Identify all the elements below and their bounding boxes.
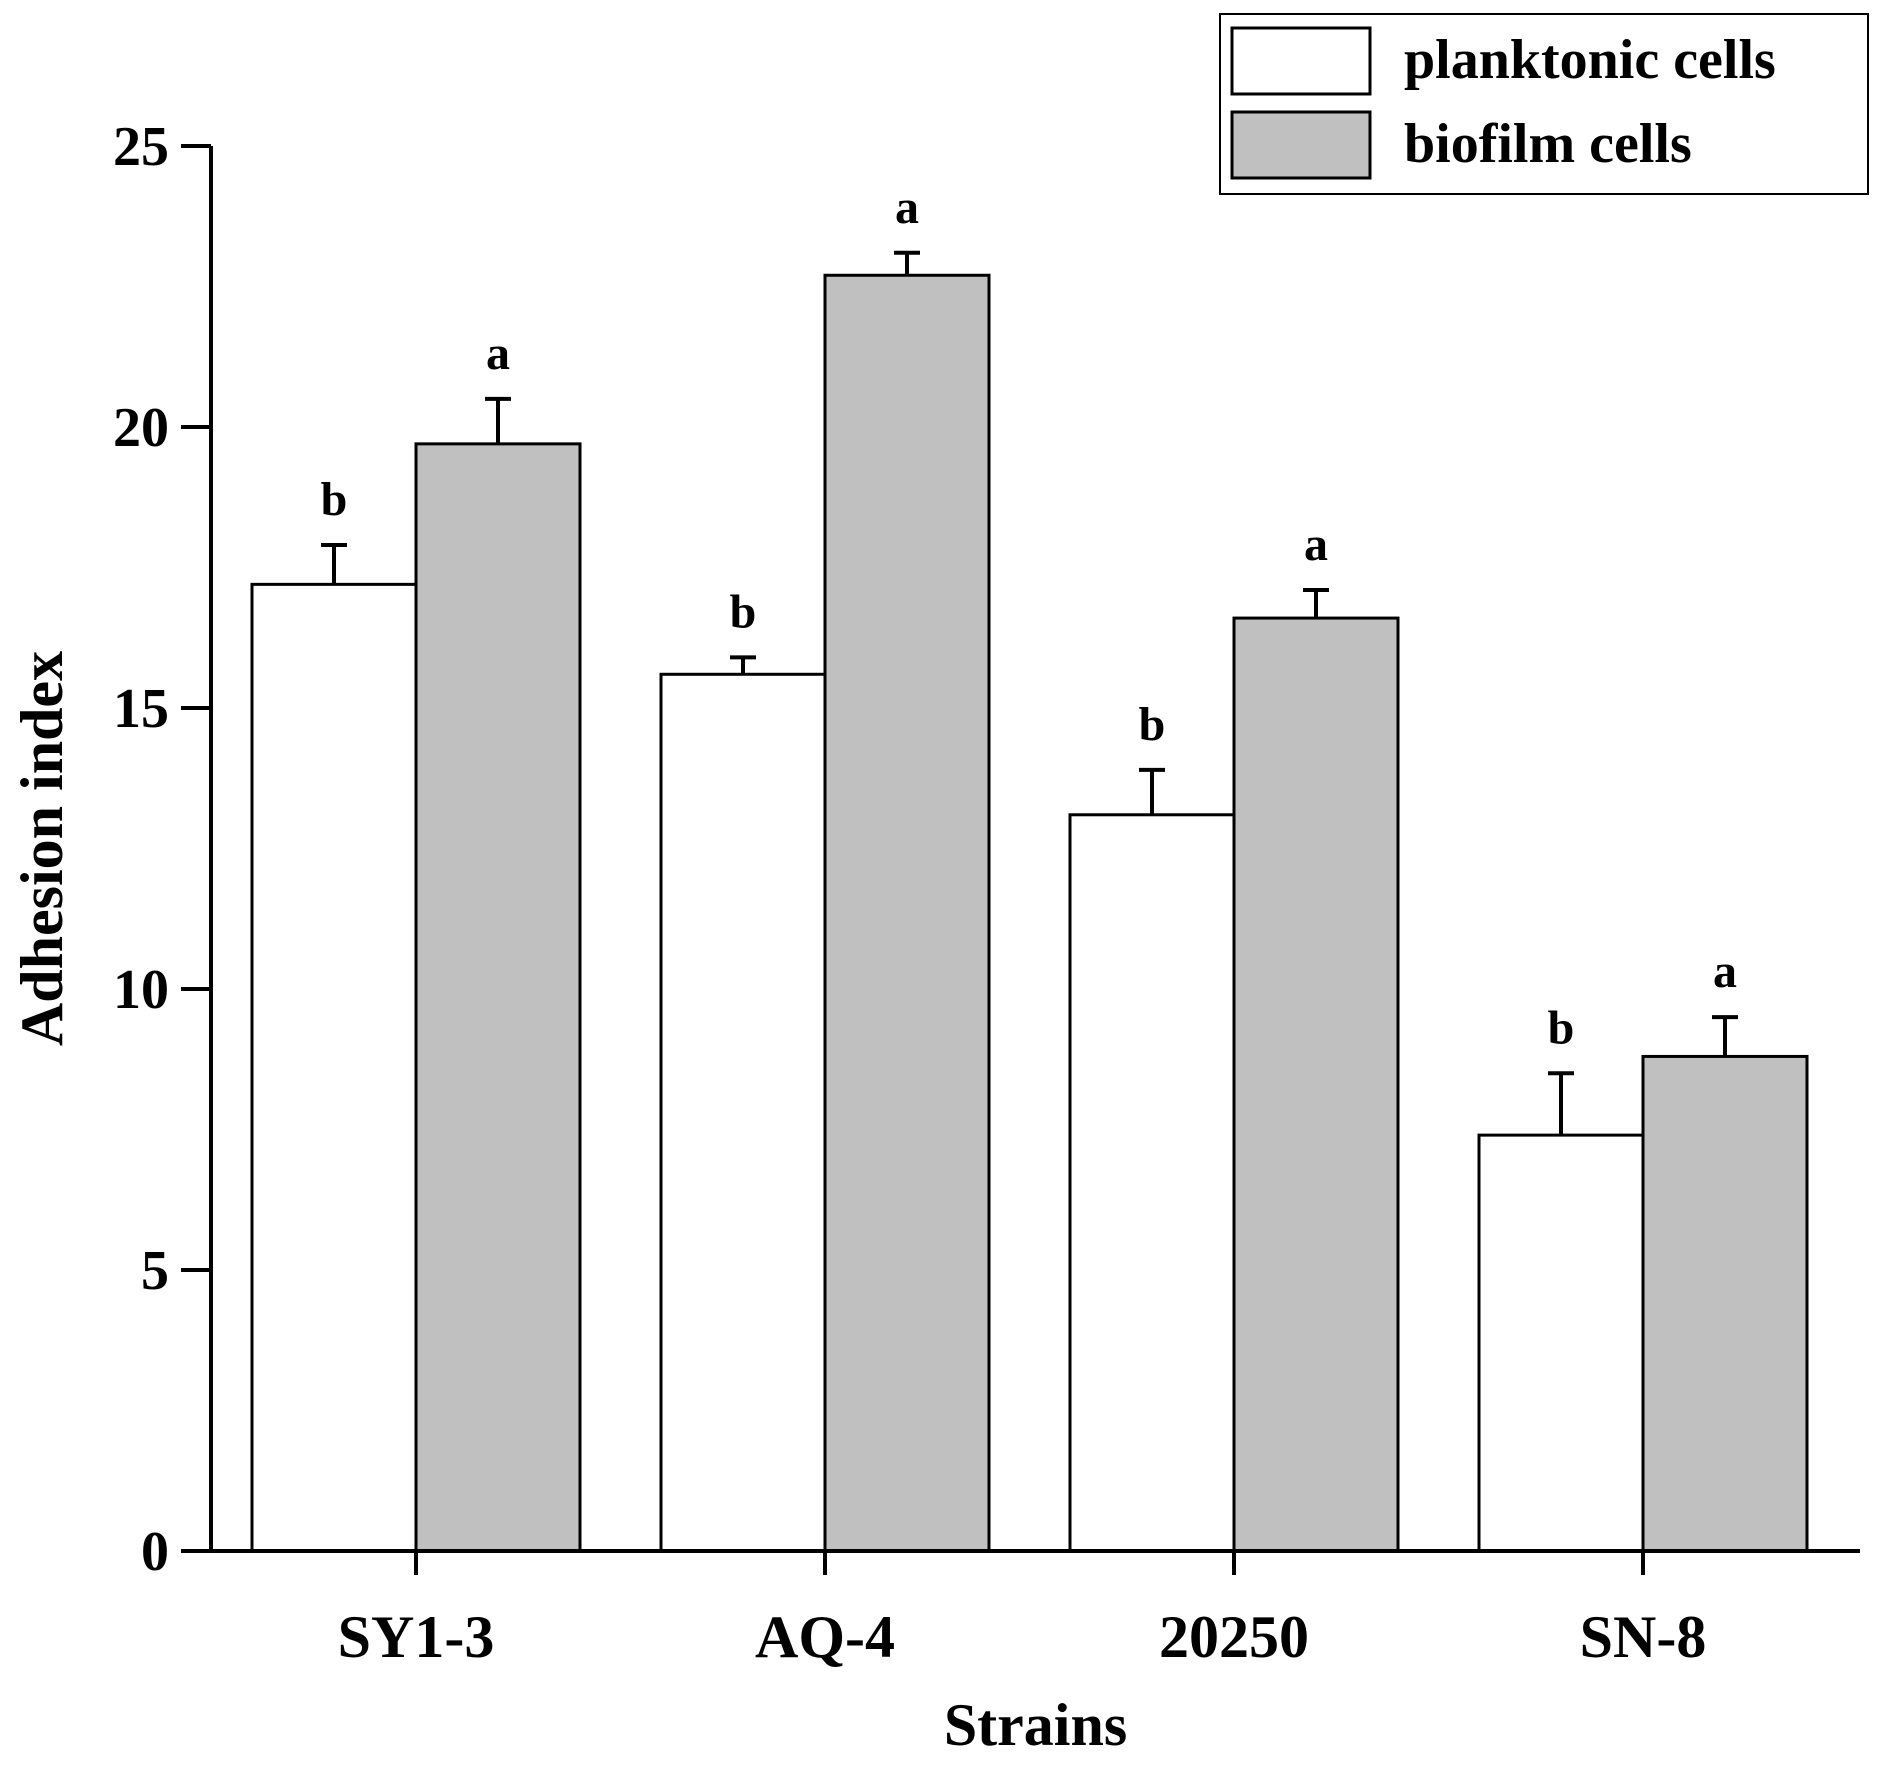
legend: planktonic cells biofilm cells [1219,13,1869,195]
y-axis-title: Adhesion index [9,651,75,1046]
x-tick-label-20250: 20250 [1159,1604,1309,1670]
bar-sn-8-planktonic-cells [1477,1133,1645,1553]
significance-label-sn-8-planktonic-cells: b [1548,1001,1575,1054]
x-tick-label-sy1-3: SY1-3 [338,1604,495,1670]
bar-sy1-3-biofilm-cells [414,442,582,1553]
y-tick-label-20: 20 [113,397,169,459]
significance-label-sn-8-biofilm-cells: a [1713,945,1737,998]
significance-label-sy1-3-planktonic-cells: b [321,473,348,526]
legend-label-biofilm-cells: biofilm cells [1404,113,1692,175]
bars-layer [250,273,1809,1553]
significance-label-aq-4-planktonic-cells: b [730,585,757,638]
axes-layer [209,146,1860,1553]
significance-label-20250-biofilm-cells: a [1304,518,1328,571]
significance-label-aq-4-biofilm-cells: a [895,181,919,234]
y-tick-label-15: 15 [113,678,169,740]
legend-label-planktonic-cells: planktonic cells [1404,29,1776,91]
ticks-layer: 0 5 10 15 20 25 SY1-3 AQ-4 20250 SN-8 [113,116,1706,1670]
bar-20250-planktonic-cells [1068,813,1236,1553]
y-tick-label-0: 0 [141,1521,169,1583]
bar-sn-8-biofilm-cells [1641,1054,1809,1553]
significance-labels-layer: b a b a b a b a [321,181,1737,1055]
significance-label-sy1-3-biofilm-cells: a [486,327,510,380]
bar-20250-biofilm-cells [1232,616,1400,1553]
y-tick-label-25: 25 [113,116,169,178]
bar-aq-4-biofilm-cells [823,273,991,1553]
significance-label-20250-planktonic-cells: b [1139,698,1166,751]
x-tick-label-sn-8: SN-8 [1580,1604,1707,1670]
y-tick-label-10: 10 [113,959,169,1021]
y-tick-label-5: 5 [141,1240,169,1302]
legend-swatch-biofilm-cells [1230,110,1372,180]
x-axis-title: Strains [944,1692,1127,1758]
bar-aq-4-planktonic-cells [659,672,827,1553]
legend-swatch-planktonic-cells [1230,26,1372,96]
error-bars-layer [321,250,1738,1136]
bar-sy1-3-planktonic-cells [250,582,418,1553]
x-tick-label-aq-4: AQ-4 [755,1604,895,1670]
